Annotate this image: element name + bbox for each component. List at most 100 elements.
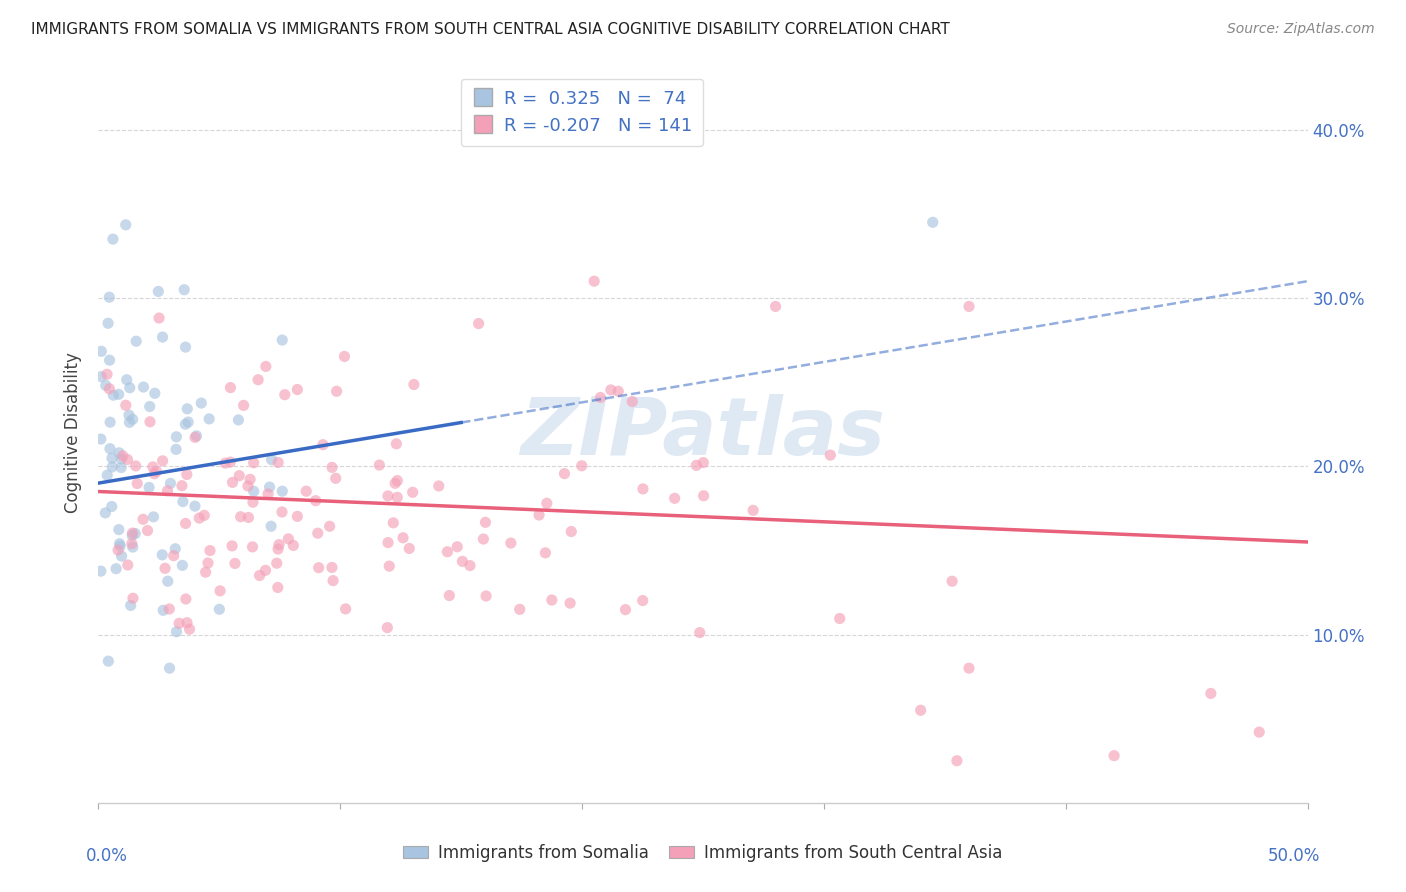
Point <box>957 300 980 314</box>
Point <box>509 602 531 616</box>
Point <box>540 593 562 607</box>
Point <box>267 455 290 469</box>
Point <box>499 536 522 550</box>
Point <box>274 387 297 401</box>
Point <box>305 493 328 508</box>
Point <box>221 475 243 490</box>
Point <box>148 285 170 299</box>
Point <box>238 510 260 524</box>
Point <box>118 408 141 422</box>
Point <box>118 381 141 395</box>
Point <box>436 545 458 559</box>
Point <box>259 480 281 494</box>
Point <box>138 400 160 414</box>
Point <box>257 487 280 501</box>
Point <box>105 562 128 576</box>
Point <box>110 549 132 563</box>
Point <box>110 452 132 467</box>
Point <box>153 561 176 575</box>
Point <box>138 480 160 494</box>
Point <box>553 467 575 481</box>
Point <box>236 479 259 493</box>
Point <box>186 429 208 443</box>
Point <box>765 300 787 314</box>
Point <box>198 412 221 426</box>
Point <box>322 574 344 588</box>
Point <box>607 384 630 399</box>
Point <box>946 754 969 768</box>
Point <box>139 415 162 429</box>
Point <box>108 536 131 550</box>
Point <box>90 344 112 359</box>
Point <box>156 483 179 498</box>
Point <box>475 589 498 603</box>
Point <box>117 452 139 467</box>
Point <box>267 542 290 557</box>
Point <box>385 437 408 451</box>
Point <box>165 442 187 457</box>
Point <box>467 317 489 331</box>
Point <box>685 458 707 473</box>
Point <box>398 541 420 556</box>
Point <box>242 495 264 509</box>
Point <box>219 455 242 469</box>
Point <box>377 535 399 549</box>
Point <box>402 377 425 392</box>
Point <box>103 388 125 402</box>
Point <box>242 456 264 470</box>
Point <box>174 340 197 354</box>
Text: 0.0%: 0.0% <box>86 847 128 865</box>
Point <box>957 661 980 675</box>
Point <box>97 654 120 668</box>
Point <box>599 383 621 397</box>
Point <box>283 538 305 552</box>
Point <box>167 616 190 631</box>
Point <box>242 484 264 499</box>
Point <box>474 516 496 530</box>
Point <box>176 467 198 482</box>
Point <box>132 512 155 526</box>
Point <box>325 384 347 399</box>
Point <box>249 568 271 582</box>
Point <box>375 621 398 635</box>
Point <box>122 591 145 606</box>
Point <box>120 599 142 613</box>
Point <box>101 459 124 474</box>
Point <box>560 524 582 539</box>
Point <box>368 458 391 472</box>
Point <box>190 396 212 410</box>
Point <box>208 602 231 616</box>
Point <box>125 334 148 349</box>
Point <box>382 516 405 530</box>
Point <box>260 519 283 533</box>
Point <box>94 378 117 392</box>
Point <box>472 532 495 546</box>
Point <box>143 386 166 401</box>
Point <box>271 505 294 519</box>
Point <box>232 398 254 412</box>
Point <box>176 401 198 416</box>
Y-axis label: Cognitive Disability: Cognitive Disability <box>65 352 83 513</box>
Point <box>260 452 283 467</box>
Point <box>692 489 714 503</box>
Text: Source: ZipAtlas.com: Source: ZipAtlas.com <box>1227 22 1375 37</box>
Point <box>583 274 606 288</box>
Point <box>165 430 187 444</box>
Point <box>142 459 165 474</box>
Point <box>110 460 132 475</box>
Point <box>121 540 143 554</box>
Point <box>558 596 581 610</box>
Point <box>571 458 593 473</box>
Point <box>209 583 232 598</box>
Point <box>378 559 401 574</box>
Point <box>165 541 187 556</box>
Point <box>1102 748 1125 763</box>
Point <box>295 484 318 499</box>
Point <box>108 446 131 460</box>
Point <box>219 381 242 395</box>
Point <box>325 471 347 485</box>
Point <box>254 359 277 374</box>
Point <box>689 625 711 640</box>
Point <box>117 558 139 572</box>
Point <box>285 509 308 524</box>
